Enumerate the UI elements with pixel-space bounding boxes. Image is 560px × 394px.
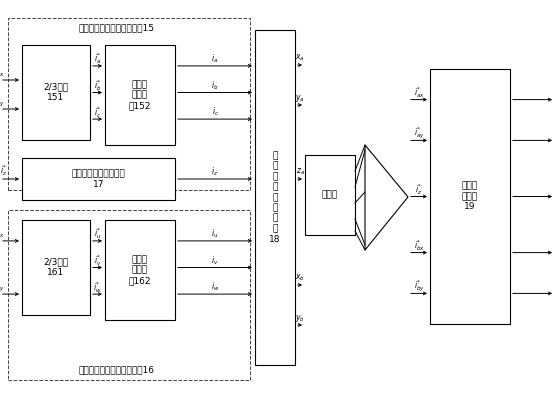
Bar — [22, 158, 175, 200]
Bar — [8, 18, 250, 190]
Text: $x_b$: $x_b$ — [295, 273, 305, 283]
Text: 第二扩展的电流跟踪逆变器16: 第二扩展的电流跟踪逆变器16 — [79, 366, 155, 375]
Text: $i_a^{*}$: $i_a^{*}$ — [94, 52, 101, 66]
Text: $i_u^{*}$: $i_u^{*}$ — [94, 227, 101, 242]
Text: $i_b$: $i_b$ — [211, 79, 218, 92]
Text: $y_b$: $y_b$ — [295, 312, 305, 323]
Text: $i_{ax}^{*}$: $i_{ax}^{*}$ — [0, 65, 4, 80]
Polygon shape — [365, 145, 408, 250]
Text: $z_a$: $z_a$ — [296, 167, 305, 177]
Bar — [8, 210, 250, 380]
Text: $i_{by}^{*}$: $i_{by}^{*}$ — [0, 278, 4, 294]
Text: 等效为: 等效为 — [322, 191, 338, 199]
Bar — [305, 155, 355, 235]
Text: 双极性开关功率放大器
17: 双极性开关功率放大器 17 — [72, 169, 125, 189]
Text: $i_v^{*}$: $i_v^{*}$ — [94, 253, 101, 268]
Text: $i_c^{*}$: $i_c^{*}$ — [94, 105, 101, 119]
Bar — [22, 45, 90, 140]
Bar — [105, 220, 175, 320]
Text: $i_{ay}^{*}$: $i_{ay}^{*}$ — [414, 126, 424, 141]
Text: $x_a$: $x_a$ — [295, 53, 305, 63]
Text: 2/3变换
161: 2/3变换 161 — [44, 258, 68, 277]
Text: $i_z$: $i_z$ — [212, 166, 218, 178]
Text: 电流跟
踪逆变
器152: 电流跟 踪逆变 器152 — [129, 80, 151, 110]
Text: $i_{ay}^{*}$: $i_{ay}^{*}$ — [0, 93, 4, 109]
Text: $i_{bx}^{*}$: $i_{bx}^{*}$ — [0, 225, 4, 240]
Text: $i_c$: $i_c$ — [212, 106, 218, 118]
Bar — [430, 69, 510, 324]
Text: $i_{bx}^{*}$: $i_{bx}^{*}$ — [414, 238, 424, 253]
Bar — [255, 30, 295, 365]
Text: 复合被
控对象
19: 复合被 控对象 19 — [462, 182, 478, 212]
Text: $i_z^{*}$: $i_z^{*}$ — [1, 164, 8, 178]
Text: 交
流
磁
悬
浮
电
主
轴
18: 交 流 磁 悬 浮 电 主 轴 18 — [269, 151, 281, 243]
Text: 2/3变换
151: 2/3变换 151 — [44, 83, 68, 102]
Text: $i_v$: $i_v$ — [211, 254, 219, 267]
Text: $i_w^{*}$: $i_w^{*}$ — [93, 280, 102, 295]
Text: $i_{by}^{*}$: $i_{by}^{*}$ — [414, 279, 424, 294]
Text: $i_w$: $i_w$ — [211, 281, 220, 294]
Text: 第一扩展的电流跟踪逆变器15: 第一扩展的电流跟踪逆变器15 — [79, 24, 155, 32]
Text: $i_z^{*}$: $i_z^{*}$ — [416, 182, 423, 197]
Text: $i_{ax}^{*}$: $i_{ax}^{*}$ — [414, 85, 424, 100]
Text: 电流跟
踪逆变
器162: 电流跟 踪逆变 器162 — [129, 255, 151, 285]
Text: $i_a$: $i_a$ — [212, 53, 218, 65]
Bar — [22, 220, 90, 315]
Bar — [105, 45, 175, 145]
Text: $y_a$: $y_a$ — [295, 93, 305, 104]
Text: $i_u$: $i_u$ — [211, 228, 218, 240]
Text: $i_b^{*}$: $i_b^{*}$ — [94, 78, 101, 93]
